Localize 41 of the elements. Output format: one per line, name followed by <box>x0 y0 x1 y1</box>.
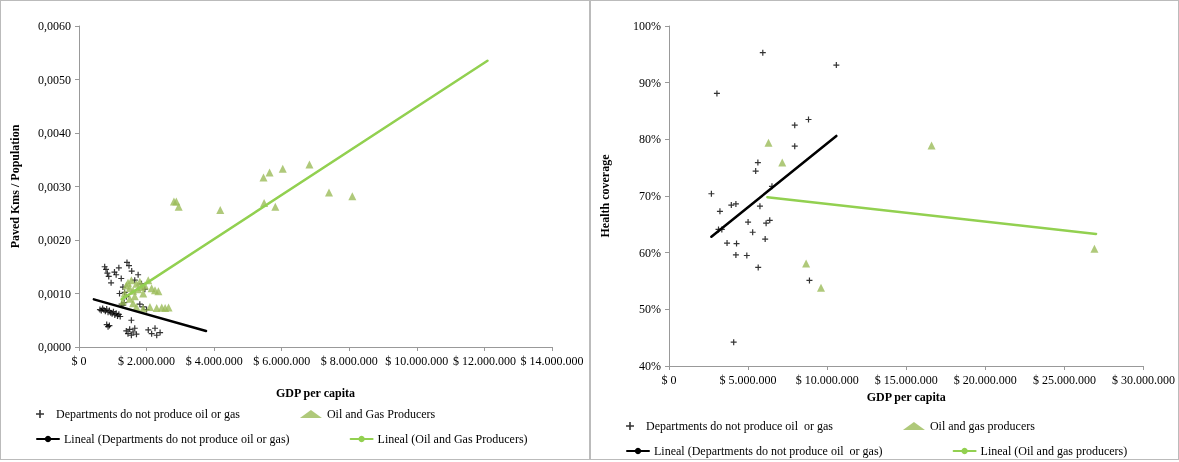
x-tick-label: $ 0 <box>71 354 87 368</box>
x-tick-label: $ 5.000.000 <box>719 373 777 387</box>
y-tick-label: 0,0060 <box>38 19 71 33</box>
x-tick-label: $ 10.000.000 <box>385 354 449 368</box>
y-tick-label: 50% <box>639 302 661 317</box>
y-tick-label: 90% <box>639 75 661 90</box>
y-tick-label: 100% <box>633 19 661 33</box>
y-tick-label: 40% <box>639 359 661 373</box>
x-tick-label: $ 12.000.000 <box>452 354 516 368</box>
x-axis-title: GDP per capita <box>275 386 356 400</box>
x-tick-label: $ 8.000.000 <box>320 354 378 368</box>
legend-label: Lineal (Oil and Gas Producers) <box>377 432 528 446</box>
legend-label: Oil and Gas Producers <box>326 407 436 421</box>
y-tick-label: 70% <box>639 189 661 203</box>
y-tick-label: 0,0020 <box>38 233 71 247</box>
y-axis-title: Health coverage <box>598 153 612 238</box>
x-tick-label: $ 30.000.000 <box>1112 373 1175 387</box>
x-tick-label: $ 0 <box>661 373 677 387</box>
x-tick-label: $ 15.000.000 <box>874 373 938 387</box>
legend-label: Lineal (Oil and gas producers) <box>980 444 1128 458</box>
legend-label: Lineal (Departments do not produce oil or gas) <box>654 444 883 458</box>
y-tick-label: 0,0000 <box>38 340 71 354</box>
legend-label: Departments do not produce oil or gas <box>56 407 241 421</box>
y-axis-title: Paved Kms / Population <box>8 124 22 249</box>
y-tick-label: 80% <box>639 132 661 147</box>
legend-label: Lineal (Departments do not produce oil or gas) <box>64 432 290 446</box>
x-tick-label: $ 6.000.000 <box>253 354 311 368</box>
legend-label: Departments do not produce oil or gas <box>646 419 834 433</box>
x-tick-label: $ 20.000.000 <box>953 373 1017 387</box>
x-tick-label: $ 14.000.000 <box>520 354 584 368</box>
x-axis-title: GDP per capita <box>866 389 946 404</box>
y-tick-label: 60% <box>639 245 661 260</box>
y-tick-label: 0,0030 <box>38 179 71 194</box>
y-tick-label: 0,0040 <box>38 126 71 140</box>
x-tick-label: $ 10.000.000 <box>795 373 859 387</box>
y-tick-label: 0,0010 <box>38 286 71 301</box>
legend-label: Oil and gas producers <box>929 419 1036 433</box>
x-tick-label: $ 2.000.000 <box>118 354 176 368</box>
x-tick-label: $ 25.000.000 <box>1032 373 1096 387</box>
y-tick-label: 0,0050 <box>38 72 71 87</box>
x-tick-label: $ 4.000.000 <box>185 354 243 368</box>
